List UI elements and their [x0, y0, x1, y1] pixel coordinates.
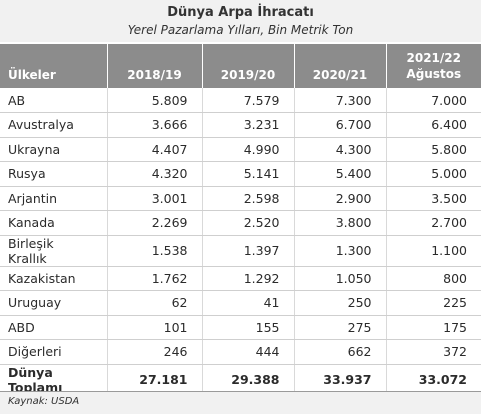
- value-cell: 5.000: [385, 161, 481, 187]
- table-header-band: Dünya Arpa İhracatı Yerel Pazarlama Yıll…: [0, 0, 481, 42]
- value-cell: 800: [385, 266, 481, 291]
- country-cell: Arjantin: [0, 186, 107, 211]
- column-header-2018-19: 2018/19: [106, 44, 202, 88]
- country-cell: Kazakistan: [0, 266, 107, 291]
- value-cell: 1.538: [106, 235, 202, 267]
- value-cell: 5.141: [201, 161, 294, 187]
- column-header-2021-22: 2021/22 Ağustos: [385, 44, 481, 88]
- value-cell: 41: [201, 290, 294, 316]
- value-cell: 4.990: [201, 137, 294, 162]
- source-note: Kaynak: USDA: [8, 396, 80, 407]
- value-cell: 444: [201, 339, 294, 365]
- country-cell: Diğerleri: [0, 339, 107, 365]
- column-header-countries: Ülkeler: [0, 44, 107, 88]
- value-cell: 4.407: [106, 137, 202, 162]
- country-cell: Avustralya: [0, 112, 107, 138]
- value-cell: 5.809: [106, 88, 202, 113]
- value-cell: 7.000: [385, 88, 481, 113]
- value-cell: 225: [385, 290, 481, 316]
- value-cell: 6.700: [293, 112, 386, 138]
- value-cell: 250: [293, 290, 386, 316]
- value-cell: 155: [201, 315, 294, 340]
- table-row: Birleşik Krallık 1.538 1.397 1.300 1.100: [0, 235, 481, 267]
- table-subtitle: Yerel Pazarlama Yılları, Bin Metrik Ton: [127, 23, 354, 37]
- value-cell: 27.181: [106, 364, 202, 396]
- country-cell: Kanada: [0, 210, 107, 236]
- value-cell: 101: [106, 315, 202, 340]
- table-body: AB 5.809 7.579 7.300 7.000 Avustralya 3.666 3.2…: [0, 88, 481, 396]
- value-cell: 2.900: [293, 186, 386, 211]
- table-row: AB 5.809 7.579 7.300 7.000: [0, 88, 481, 113]
- value-cell: 246: [106, 339, 202, 365]
- column-header-2020-21: 2020/21: [293, 44, 386, 88]
- column-header-2021-22-month: Ağustos: [406, 67, 462, 81]
- country-cell: Birleşik Krallık: [0, 235, 107, 267]
- country-cell: Uruguay: [0, 290, 107, 316]
- value-cell: 275: [293, 315, 386, 340]
- value-cell: 662: [293, 339, 386, 365]
- value-cell: 5.800: [385, 137, 481, 162]
- value-cell: 4.300: [293, 137, 386, 162]
- value-cell: 372: [385, 339, 481, 365]
- value-cell: 2.700: [385, 210, 481, 236]
- value-cell: 6.400: [385, 112, 481, 138]
- table-row: Diğerleri 246 444 662 372: [0, 339, 481, 365]
- table-row: ABD 101 155 275 175: [0, 315, 481, 340]
- value-cell: 1.762: [106, 266, 202, 291]
- country-cell: Dünya Toplamı: [0, 364, 107, 396]
- country-cell: Ukrayna: [0, 137, 107, 162]
- value-cell: 62: [106, 290, 202, 316]
- header-row: Ülkeler 2018/19 2019/20 2020/21 2021/22 …: [0, 44, 481, 88]
- value-cell: 2.269: [106, 210, 202, 236]
- value-cell: 29.388: [201, 364, 294, 396]
- value-cell: 3.001: [106, 186, 202, 211]
- column-header-2019-20: 2019/20: [201, 44, 294, 88]
- value-cell: 175: [385, 315, 481, 340]
- value-cell: 2.598: [201, 186, 294, 211]
- table-footer: Kaynak: USDA: [0, 391, 481, 414]
- value-cell: 5.400: [293, 161, 386, 187]
- value-cell: 4.320: [106, 161, 202, 187]
- table-row: Kanada 2.269 2.520 3.800 2.700: [0, 210, 481, 236]
- table-row: Kazakistan 1.762 1.292 1.050 800: [0, 266, 481, 291]
- country-cell: ABD: [0, 315, 107, 340]
- value-cell: 3.500: [385, 186, 481, 211]
- table-row: Uruguay 62 41 250 225: [0, 290, 481, 316]
- value-cell: 7.579: [201, 88, 294, 113]
- value-cell: 3.666: [106, 112, 202, 138]
- table-row: Avustralya 3.666 3.231 6.700 6.400: [0, 112, 481, 138]
- table-row: Rusya 4.320 5.141 5.400 5.000: [0, 161, 481, 187]
- barley-export-table: Ülkeler 2018/19 2019/20 2020/21 2021/22 …: [0, 44, 481, 396]
- value-cell: 1.292: [201, 266, 294, 291]
- table-row: Arjantin 3.001 2.598 2.900 3.500: [0, 186, 481, 211]
- table-row: Ukrayna 4.407 4.990 4.300 5.800: [0, 137, 481, 162]
- country-cell: AB: [0, 88, 107, 113]
- value-cell: 1.397: [201, 235, 294, 267]
- value-cell: 3.800: [293, 210, 386, 236]
- value-cell: 1.050: [293, 266, 386, 291]
- table-title: Dünya Arpa İhracatı: [167, 5, 314, 20]
- value-cell: 3.231: [201, 112, 294, 138]
- value-cell: 1.100: [385, 235, 481, 267]
- country-cell: Rusya: [0, 161, 107, 187]
- value-cell: 7.300: [293, 88, 386, 113]
- value-cell: 2.520: [201, 210, 294, 236]
- value-cell: 1.300: [293, 235, 386, 267]
- column-header-2021-22-year: 2021/22: [406, 51, 461, 65]
